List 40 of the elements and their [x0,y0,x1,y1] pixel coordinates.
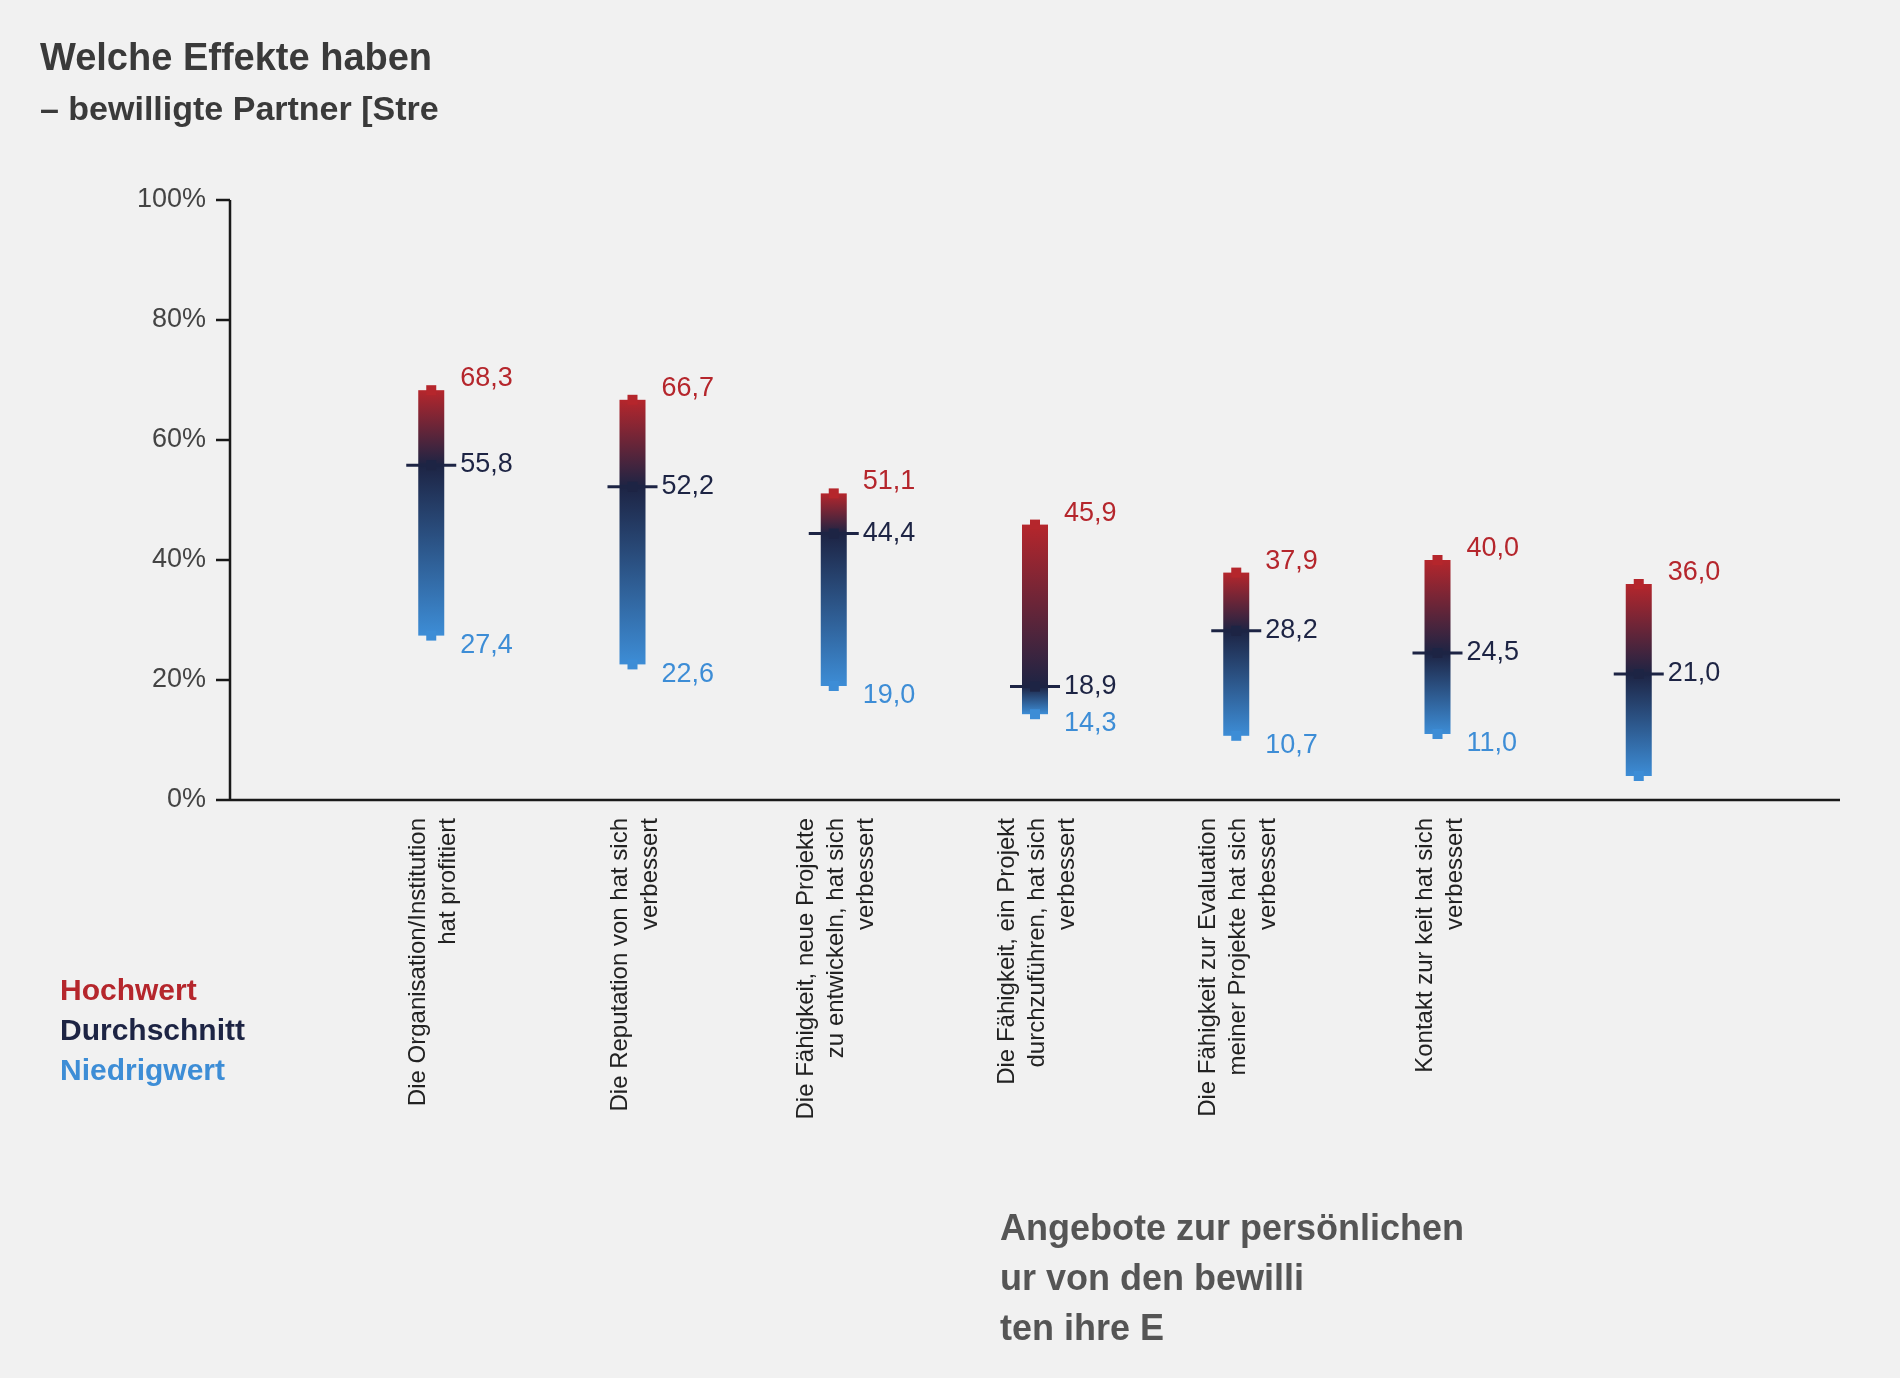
y-tick-label: 80% [151,303,206,334]
text: Durchschnitt [60,1013,246,1046]
data-label: 28,2 [1265,613,1318,644]
x-tick-label: Die Reputation von hat sich verbessert [604,817,662,1112]
data-label: 45,9 [1064,496,1117,527]
x-tick-label: Die Fähigkeit, ein Projekt durchzuführen, hat sich verbessert [992,817,1079,1085]
data-label: 37,9 [1265,544,1318,575]
y-tick-label: 60% [151,423,206,454]
text: Angebote zur persönlichen [1000,1207,1465,1248]
data-label: 66,7 [661,371,715,402]
x-tick-label: Die Fähigkeit zur Evaluation meiner Projekte hat sich verbessert [1193,817,1281,1117]
y-tick-label: 0% [166,783,206,814]
data-label: 22,6 [661,657,715,688]
data-label: 18,9 [1064,669,1117,700]
data-label: 68,3 [460,362,513,393]
data-label: 10,7 [1265,728,1318,759]
y-tick-label: 100% [136,183,206,214]
text: Hochwert [60,973,197,1006]
data-label: 36,0 [1667,556,1721,586]
data-label: 24,5 [1466,636,1520,667]
text: ten ihre E [1000,1307,1165,1348]
data-label: 44,4 [862,516,916,547]
y-tick-label: 40% [151,543,206,574]
data-label: 19,0 [862,679,916,710]
data-label: 14,3 [1064,707,1117,738]
data-label: 51,1 [862,465,916,496]
x-tick-label: Die Fähigkeit, neue Projekte zu entwickeln, hat sich verbessert [790,817,878,1120]
data-label: 21,0 [1667,657,1721,688]
x-tick-label: Die Organisation/Institution hat profitiert [403,817,461,1107]
data-label: 40,0 [1466,532,1520,562]
data-label: 52,2 [661,469,715,500]
text: ur von den bewilli [1000,1257,1305,1298]
x-tick-label: Kontakt zur keit hat sich verbessert [1409,817,1467,1073]
data-label: 11,0 [1466,727,1518,758]
y-tick-label: 20% [151,663,206,694]
chart-title: Welche Effekte haben [40,36,433,78]
data-label: 27,4 [460,628,513,659]
data-label: 55,8 [460,448,513,479]
text: Niedrigwert [60,1053,226,1086]
chart-subtitle: – bewilligte Partner [Stre [40,89,439,127]
